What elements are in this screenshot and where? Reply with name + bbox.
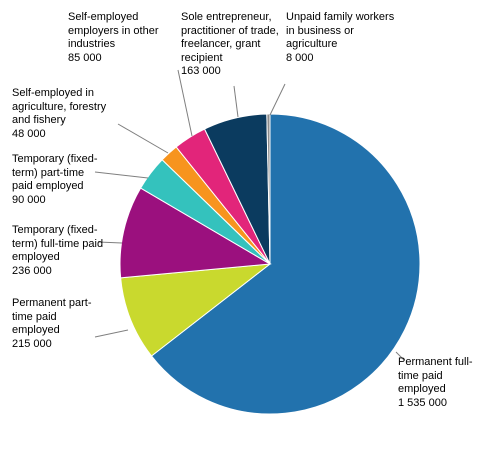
slice-label: Permanent part-time paid employed 215 000: [12, 297, 102, 351]
category-label: Unpaid family workers in business or agr…: [286, 11, 395, 50]
slice-label: Self-employed in agriculture, forestry a…: [12, 87, 122, 141]
value-label: 163 000: [181, 65, 221, 77]
leader-line: [97, 241, 123, 244]
category-label: Permanent part-time paid employed: [12, 297, 92, 336]
category-label: Sole entrepreneur, practitioner of trade…: [181, 11, 279, 64]
leader-line: [94, 171, 149, 179]
slice-label: Unpaid family workers in business or agr…: [286, 11, 398, 65]
leader-line: [117, 123, 169, 154]
leader-line: [233, 85, 239, 118]
pie-slice: [150, 113, 421, 415]
pie-slice: [119, 187, 272, 279]
slice-label: Self-employed employers in other industr…: [68, 11, 180, 65]
category-label: Temporary (fixed-term) part-time paid em…: [12, 153, 98, 192]
value-label: 1 535 000: [398, 396, 447, 409]
slice-label: Sole entrepreneur, practitioner of trade…: [181, 11, 293, 79]
category-label: Permanent full-time paid employed: [398, 356, 473, 395]
value-label: 236 000: [12, 264, 52, 277]
value-label: 215 000: [12, 337, 52, 350]
slice-label: Permanent full-time paid employed 1 535 0…: [398, 356, 488, 410]
pie-slice: [120, 263, 272, 357]
category-label: Temporary (fixed-term) full-time paid em…: [12, 224, 104, 263]
leader-line: [395, 351, 405, 361]
category-label: Self-employed employers in other industr…: [68, 11, 159, 50]
leader-line: [177, 69, 193, 137]
category-label: Self-employed in agriculture, forestry a…: [12, 87, 107, 126]
leader-line: [94, 329, 129, 338]
value-label: 48 000: [12, 127, 46, 140]
slice-label: Temporary (fixed-term) full-time paid em…: [12, 224, 107, 278]
leader-line: [269, 83, 286, 116]
slice-label: Temporary (fixed-term) part-time paid em…: [12, 153, 107, 207]
value-label: 85 000: [68, 51, 102, 64]
value-label: 90 000: [12, 193, 46, 206]
value-label: 8 000: [286, 51, 314, 64]
